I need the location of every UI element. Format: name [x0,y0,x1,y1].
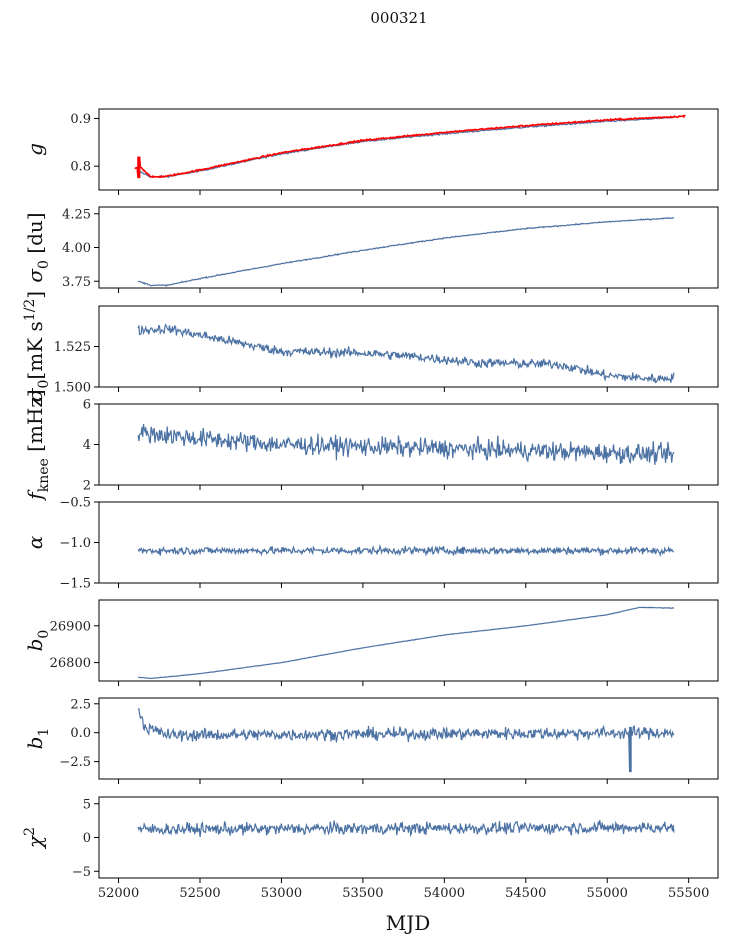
y-tick-label-7-1: 0 [83,831,91,846]
y-tick-label-3-0: 2 [83,479,91,494]
y-axis-label-part-5-0: b [23,639,47,652]
y-tick-label-4-2: −0.5 [59,496,91,511]
y-tick-label-7-2: 5 [83,797,91,812]
y-tick-label-2-0: 1.500 [54,381,91,396]
series-line-1-0 [138,217,675,287]
y-tick-label-3-2: 6 [83,398,91,413]
y-axis-label-7: χ2 [22,827,47,850]
axes-frame-6 [98,697,719,780]
figure-title: 000321 [370,9,427,27]
series-line-4-0 [137,544,675,558]
y-axis-label-0: g [23,143,47,156]
y-axis-label-4: α [23,535,47,549]
y-axis-label-part-1-1: 0 [36,260,52,269]
axes-frame-0 [98,108,719,191]
y-axis-label-part-6-1: 1 [36,728,52,737]
series-line-6-0 [137,707,675,773]
series-line-5-0 [138,606,675,680]
x-tick-label-2: 53000 [261,886,302,901]
series-line-0-1 [134,114,686,179]
y-tick-label-3-1: 4 [83,438,91,453]
y-axis-label-6: b1 [23,728,52,750]
y-axis-label-part-3-2: [mHz] [23,389,47,458]
y-axis-label-3: fknee [mHz] [23,389,52,501]
y-axis-label-part-4-0: α [23,535,47,549]
panel-1: 3.75 4.00 4.25 σ0 [du] [23,206,719,293]
x-axis-label: MJD [386,911,431,935]
y-axis-label-2: σ0[mK s1/2] [22,291,52,402]
y-axis-label-part-2-4: ] [23,291,47,299]
x-tick-label-6: 55000 [587,886,628,901]
panel-4: −1.5 −1.0 −0.5 α [23,496,719,592]
y-axis-label-1: σ0 [du] [23,212,52,282]
y-tick-label-1-2: 4.25 [62,207,91,222]
y-tick-label-0-0: 0.8 [70,160,91,175]
panel-0: 0.8 0.9 g [23,108,719,195]
series-line-2-0 [137,323,675,384]
axes-frame-7 [98,796,719,879]
x-tick-label-1: 52500 [179,886,220,901]
y-tick-label-6-2: 2.5 [70,697,91,712]
y-tick-label-5-0: 26800 [50,656,91,671]
y-axis-label-part-2-0: σ [23,387,47,402]
y-axis-label-part-1-2: [du] [23,212,47,260]
y-tick-label-2-1: 1.525 [54,340,91,355]
panel-6: −2.5 0.0 2.5 b1 [23,697,719,784]
axes-frame-5 [98,599,719,682]
y-tick-label-5-1: 26900 [50,619,91,634]
y-axis-label-part-6-0: b [23,737,47,750]
axes-frame-4 [98,501,719,584]
axes-frame-2 [98,305,719,388]
y-axis-label-part-0-0: g [23,143,47,156]
axes-frame-1 [98,206,719,289]
x-tick-label-3: 53500 [342,886,383,901]
x-tick-label-4: 54000 [424,886,465,901]
y-tick-label-6-1: 0.0 [70,726,91,741]
y-tick-label-7-0: −5 [72,865,91,880]
y-axis-label-part-2-1: 0 [36,380,52,389]
x-tick-label-7: 55500 [668,886,709,901]
panel-3: 2 4 6 fknee [mHz] [23,389,719,502]
series-line-7-0 [137,819,675,838]
y-axis-label-part-5-1: 0 [36,630,52,639]
y-tick-label-4-1: −1.0 [59,536,91,551]
series-line-0-0 [137,116,675,179]
y-axis-label-part-7-1: 2 [22,827,38,836]
y-axis-label-part-2-2: [mK s [23,321,47,379]
y-tick-label-4-0: −1.5 [59,577,91,592]
x-tick-label-5: 54500 [505,886,546,901]
y-axis-label-part-2-3: 1/2 [22,299,38,322]
y-axis-label-part-3-1: knee [36,458,52,492]
y-axis-label-5: b0 [23,630,52,652]
x-tick-label-0: 52000 [98,886,139,901]
y-tick-label-1-0: 3.75 [62,275,91,290]
y-axis-label-part-7-0: χ [23,834,47,850]
series-line-3-0 [137,424,675,465]
panel-7: −5 0 5 52000 52500 53000 53500 54000 54500 55000 5… [22,796,719,901]
y-tick-label-6-0: −2.5 [59,755,91,770]
y-tick-label-0-1: 0.9 [70,112,91,127]
y-axis-label-part-1-0: σ [23,268,47,283]
y-tick-label-1-1: 4.00 [62,241,91,256]
